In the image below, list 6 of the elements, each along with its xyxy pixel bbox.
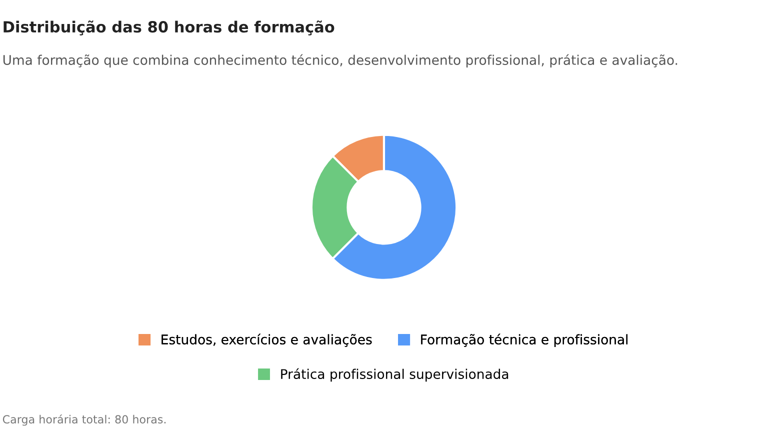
legend-label: Formação técnica e profissional [421, 334, 628, 348]
text: Carga horária total: 80 horas. [2, 414, 166, 426]
legend-label: Estudos, exercícios e avaliações [162, 334, 372, 347]
legend-label: Prática profissional supervisionada [281, 368, 508, 382]
chart-title: Distribuição das 80 horas de formação [4, 20, 334, 36]
chart-subtitle: Uma formação que combina conhecimento técnico, desenvolvimento profissional, prática e avaliação. [3, 54, 678, 68]
